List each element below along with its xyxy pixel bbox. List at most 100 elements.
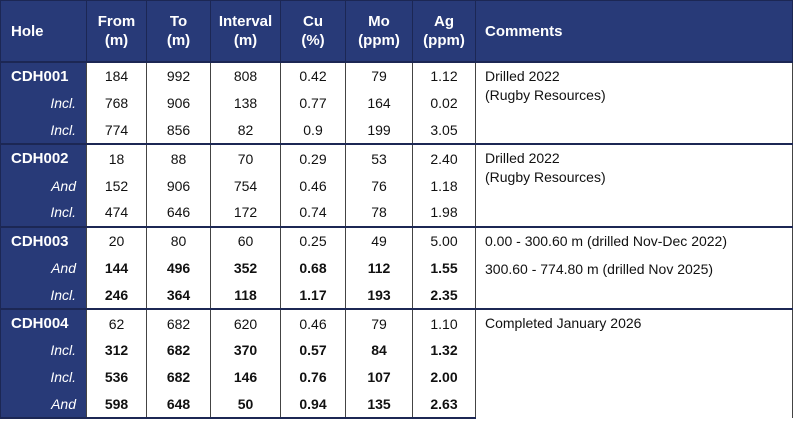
hole-cell: Incl. <box>0 281 87 310</box>
value-cell: 808 <box>210 61 281 90</box>
comment-cell: Drilled 2022 (Rugby Resources) <box>475 60 793 145</box>
value-cell: 774 <box>86 116 147 145</box>
table-row: Incl. 774 856 82 0.9 199 3.05 <box>0 116 793 145</box>
hole-cell: CDH004 <box>0 308 87 337</box>
table-row: CDH002 18 88 70 0.29 53 2.40 Drilled 2022 (Rugby… <box>0 143 793 227</box>
value-cell: 0.74 <box>280 198 346 227</box>
value-cell: 598 <box>86 390 147 420</box>
header-text: Cu <box>303 13 323 30</box>
hole-cell: And <box>0 390 87 420</box>
hole-cell: Incl. <box>0 89 87 117</box>
header-text: (%) <box>301 32 325 49</box>
value-cell: 0.25 <box>280 225 346 255</box>
hole-cell: Incl. <box>0 198 87 227</box>
table-row: And 152 906 754 0.46 76 1.18 <box>0 172 793 199</box>
value-cell: 1.98 <box>412 198 476 227</box>
header-cell: Comments <box>475 0 793 63</box>
value-cell: 0.46 <box>280 308 346 337</box>
value-cell: 496 <box>146 254 211 282</box>
value-cell: 135 <box>345 390 413 420</box>
table-row: CDH003 20 80 60 0.25 49 5.00 0.00 - 300.60 m (d… <box>0 225 793 310</box>
table-row: And 598 648 50 0.94 135 2.63 <box>0 390 793 420</box>
value-cell: 164 <box>345 89 413 117</box>
comment-paragraph: Drilled 2022 (Rugby Resources) <box>485 63 792 105</box>
hole-cell: And <box>0 254 87 282</box>
value-cell: 60 <box>210 225 281 255</box>
header-text: (ppm) <box>423 32 465 49</box>
value-cell: 246 <box>86 281 147 310</box>
header-text: Interval <box>218 13 273 30</box>
header-text: From <box>97 13 136 30</box>
header-row: Hole From (m) To (m) Interval (m) Cu (%) Mo (ppm) A… <box>0 0 793 63</box>
value-cell: 1.10 <box>412 308 476 337</box>
value-cell: 3.05 <box>412 116 476 145</box>
value-cell: 0.46 <box>280 172 346 199</box>
comment-cell: Drilled 2022 (Rugby Resources) <box>475 143 793 227</box>
header-text: Ag <box>434 13 454 30</box>
value-cell: 76 <box>345 172 413 199</box>
header-cell: Interval (m) <box>210 0 281 63</box>
comment-paragraph: Completed January 2026 <box>485 310 792 338</box>
value-cell: 78 <box>345 198 413 227</box>
value-cell: 352 <box>210 254 281 282</box>
header-cell: To (m) <box>146 0 211 63</box>
header-text: (m) <box>166 32 191 49</box>
header-text: Mo <box>368 13 390 30</box>
value-cell: 646 <box>146 198 211 227</box>
value-cell: 0.42 <box>280 61 346 90</box>
value-cell: 70 <box>210 143 281 173</box>
value-cell: 682 <box>146 336 211 364</box>
value-cell: 118 <box>210 281 281 310</box>
value-cell: 2.00 <box>412 363 476 391</box>
value-cell: 364 <box>146 281 211 310</box>
comment-line: Drilled 2022 <box>485 68 560 84</box>
hole-cell: Incl. <box>0 336 87 364</box>
value-cell: 2.35 <box>412 281 476 310</box>
table-row: And 144 496 352 0.68 112 1.55 <box>0 254 793 282</box>
value-cell: 82 <box>210 116 281 145</box>
value-cell: 84 <box>345 336 413 364</box>
comment-cell: 0.00 - 300.60 m (drilled Nov-Dec 2022) 30… <box>475 225 793 310</box>
value-cell: 5.00 <box>412 225 476 255</box>
table-row: Incl. 246 364 118 1.17 193 2.35 <box>0 281 793 310</box>
value-cell: 138 <box>210 89 281 117</box>
header-cell: Cu (%) <box>280 0 346 63</box>
value-cell: 620 <box>210 308 281 337</box>
value-cell: 1.18 <box>412 172 476 199</box>
value-cell: 20 <box>86 225 147 255</box>
hole-cell: And <box>0 172 87 199</box>
value-cell: 768 <box>86 89 147 117</box>
table-row: CDH001 184 992 808 0.42 79 1.12 Drilled 2022 (Ru… <box>0 60 793 145</box>
hole-cell: CDH003 <box>0 225 87 255</box>
value-cell: 49 <box>345 225 413 255</box>
value-cell: 184 <box>86 61 147 90</box>
value-cell: 193 <box>345 281 413 310</box>
value-cell: 0.57 <box>280 336 346 364</box>
table-row: Incl. 312 682 370 0.57 84 1.32 <box>0 336 793 364</box>
comment-paragraph: Drilled 2022 (Rugby Resources) <box>485 145 792 187</box>
value-cell: 906 <box>146 172 211 199</box>
table-row: CDH004 62 682 620 0.46 79 1.10 Completed Januar… <box>0 308 793 419</box>
value-cell: 1.32 <box>412 336 476 364</box>
value-cell: 88 <box>146 143 211 173</box>
value-cell: 856 <box>146 116 211 145</box>
value-cell: 0.94 <box>280 390 346 420</box>
value-cell: 312 <box>86 336 147 364</box>
value-cell: 370 <box>210 336 281 364</box>
header-text: (m) <box>233 32 258 49</box>
value-cell: 992 <box>146 61 211 90</box>
value-cell: 1.55 <box>412 254 476 282</box>
value-cell: 0.9 <box>280 116 346 145</box>
header-text: To <box>169 13 188 30</box>
value-cell: 79 <box>345 308 413 337</box>
header-cell: Ag (ppm) <box>412 0 476 63</box>
value-cell: 2.63 <box>412 390 476 420</box>
value-cell: 682 <box>146 363 211 391</box>
value-cell: 152 <box>86 172 147 199</box>
hole-cell: CDH001 <box>0 61 87 90</box>
comment-paragraph: 300.60 - 774.80 m (drilled Nov 2025) <box>485 256 792 284</box>
value-cell: 53 <box>345 143 413 173</box>
hole-cell: Incl. <box>0 116 87 145</box>
